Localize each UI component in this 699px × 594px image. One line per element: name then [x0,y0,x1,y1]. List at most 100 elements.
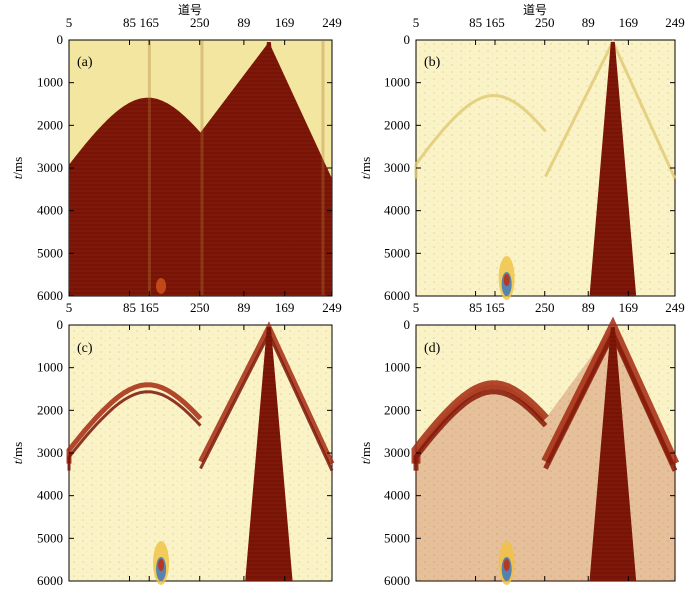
panel-c-y-ticks: 0 1000 2000 3000 4000 5000 6000 [37,317,332,588]
panel-b-x-tick-label: 169 [619,15,639,30]
panel-a-x-tick-label: 249 [322,15,342,30]
panel-d-y-tick-label: 0 [404,317,411,332]
panel-a-y-tick-label: 4000 [37,203,63,218]
panel-a-x-tick-label: 169 [275,15,295,30]
panel-a: (a) 道号 5 85 165 250 89 169 249 0 1000 2000 3000 40… [10,3,342,303]
panel-c-y-tick-label: 2000 [37,402,63,417]
panel-d-x-tick-label: 89 [582,300,595,315]
panel-c-x-tick-label: 165 [139,300,159,315]
panel-c-y-tick-label: 0 [57,317,64,332]
panel-d-x-tick-label: 5 [413,300,420,315]
panel-d-x-tick-label: 85 [469,300,482,315]
panel-a-y-tick-label: 0 [57,32,64,47]
panel-c-x-tick-label: 89 [237,300,250,315]
panel-d-hyperbola-event [413,389,548,471]
panel-a-y-title: t/ms [10,157,25,179]
panel-d-x-tick-label: 165 [485,300,505,315]
panel-d-x-tick-label: 249 [665,300,685,315]
panel-d-blob-core [503,559,510,571]
panel-b-x-tick-label: 165 [485,15,505,30]
panel-c: (c) 5 85 165 250 89 169 249 010002000300040005… [10,300,342,588]
panel-c-y-tick-label: 5000 [37,530,63,545]
panel-c-speckle [70,326,331,580]
panel-a-x-tick-label: 165 [139,15,159,30]
panel-c-cone-texture [245,327,293,581]
panel-a-blob-core [156,278,167,294]
panel-a-y-ticks: 0 1000 2000 3000 4000 5000 6000 [37,32,332,303]
panel-b-bottom-blob [498,256,515,300]
panel-a-y-tick-label: 1000 [37,75,63,90]
panel-b-x-tick-label: 89 [582,15,595,30]
panel-d-y-tick-label: 2000 [384,402,410,417]
panel-b-y-tick-label: 3000 [384,160,410,175]
panel-b-y-tick-label: 2000 [384,117,410,132]
panel-a-y-tick-label: 6000 [37,288,63,303]
panel-b-wavefield [414,38,677,300]
panel-c-x-ticks: 5 85 165 250 89 169 249 [66,300,342,581]
panel-b-y-tick-label: 6000 [384,288,410,303]
panel-b-y-tick-label: 5000 [384,245,410,260]
panel-c-wavefield [66,321,335,585]
panel-b-y-title: t/ms [358,157,373,179]
panel-c-y-tick-label: 3000 [37,445,63,460]
panel-c-y-tick-label: 6000 [37,573,63,588]
panel-c-x-tick-label: 5 [66,300,73,315]
panel-d-wavefield [411,316,680,585]
panel-b-x-tick-label: 85 [469,15,482,30]
panel-a-x-tick-label: 5 [66,15,73,30]
panel-a-x-title: 道号 [178,3,202,17]
panel-c-hyperbola-event [67,390,202,471]
panel-d-x-tick-label: 250 [535,300,555,315]
panel-a-x-ticks: 5 85 165 250 89 169 249 [66,15,342,296]
panel-b-label: (b) [424,55,441,70]
panel-d-y-title: t/ms [358,442,373,464]
panel-b-y-ticks: 0 1000 2000 3000 4000 5000 6000 [384,32,675,303]
panel-d-y-ticks: 0 1000 2000 3000 4000 5000 6000 [384,317,675,588]
panel-a-noise-stripe [147,41,151,295]
panel-d-y-tick-label: 5000 [384,530,410,545]
panel-c-hyperbola-event [66,382,203,464]
panel-a-label: (a) [77,55,93,70]
panel-d-x-tick-label: 169 [619,300,639,315]
panel-a-x-tick-label: 250 [190,15,210,30]
panel-a-y-tick-label: 3000 [37,160,63,175]
panel-c-x-tick-label: 169 [275,300,295,315]
panel-a-x-tick-label: 85 [123,15,136,30]
panel-c-blob-core [158,559,165,571]
panel-d-y-tick-label: 3000 [384,445,410,460]
panel-d-cone-texture [589,327,637,581]
panel-d-bottom-blob [498,541,515,585]
panel-b-x-tick-label: 5 [413,15,420,30]
panel-d-y-tick-label: 6000 [384,573,410,588]
panel-b: (b) 道号 5 85 165 250 89 169 249 0 1000 2000 3000 40… [358,3,685,303]
panel-b-hyperbola-event [414,93,547,179]
panel-a-wavefield [69,41,332,296]
panel-c-y-tick-label: 4000 [37,488,63,503]
panel-c-y-title: t/ms [10,442,25,464]
panel-b-cone-texture [589,42,637,296]
panel-b-x-tick-label: 249 [665,15,685,30]
panel-a-bottom-blob [156,278,167,294]
panel-b-x-ticks: 5 85 165 250 89 169 249 [413,15,685,296]
panel-c-x-tick-label: 249 [322,300,342,315]
panel-a-x-tick-label: 89 [237,15,250,30]
panel-b-x-title: 道号 [523,3,547,17]
panel-d: (d) 5 85 165 250 89 169 249 010002000300040005… [358,300,685,588]
panel-c-bottom-blob [153,541,170,585]
panel-b-y-tick-label: 0 [404,32,411,47]
panel-a-noise-stripe [321,41,325,295]
panel-d-y-tick-label: 1000 [384,360,410,375]
panel-b-y-tick-label: 4000 [384,203,410,218]
panel-c-y-tick-label: 1000 [37,360,63,375]
panel-a-y-tick-label: 2000 [37,117,63,132]
panel-d-hyperbola-event [411,380,549,464]
panel-b-blob-core [503,274,510,286]
panel-a-cone-texture [245,42,293,296]
panel-d-x-ticks: 5 85 165 250 89 169 249 [413,300,685,581]
panel-b-y-tick-label: 1000 [384,75,410,90]
panel-d-label: (d) [424,341,441,356]
panel-b-x-tick-label: 250 [535,15,555,30]
panel-d-y-tick-label: 4000 [384,488,410,503]
panel-a-noise-stripe [200,41,204,295]
